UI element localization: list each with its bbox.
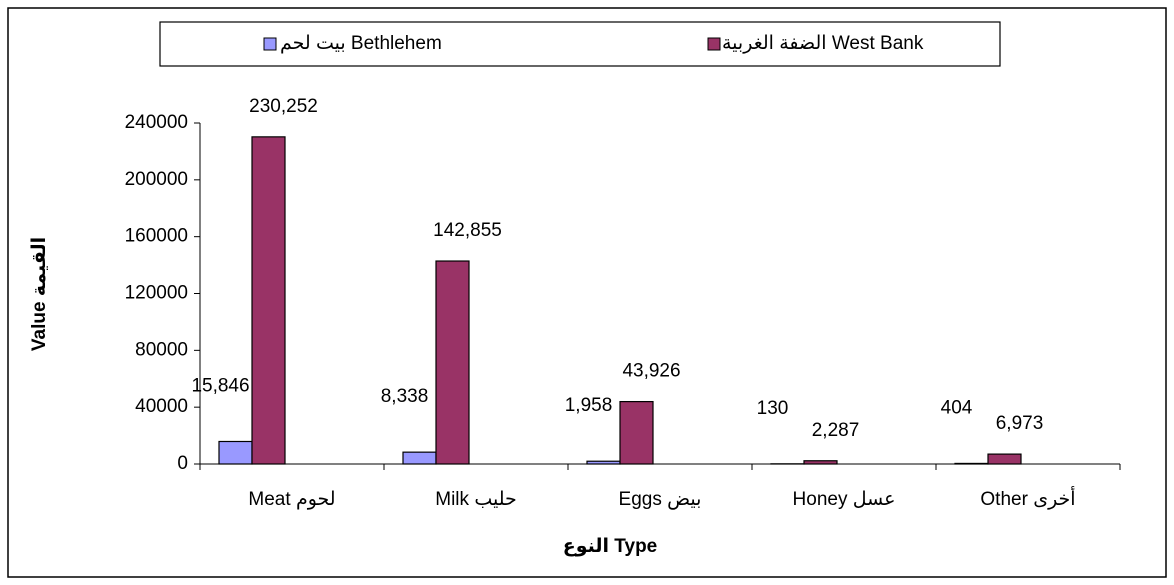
bar [402,451,437,465]
bar [619,400,654,465]
bar [218,440,253,465]
value-label: 404 [941,397,973,418]
bar [803,460,838,465]
y-tick-label: 120000 [125,283,188,304]
value-label: 43,926 [622,361,680,382]
y-tick-label: 40000 [135,396,188,417]
x-tick-label: Meat لحوم [248,489,335,510]
legend-swatch [263,37,277,51]
bar [987,453,1022,465]
x-tick-label: Other أخرى [980,486,1075,510]
y-tick-label: 160000 [125,226,188,247]
legend [159,21,1001,67]
chart-frame [7,7,1167,578]
value-label: 130 [757,398,789,419]
y-axis-label: Value القيمة [29,237,50,351]
value-label: 6,973 [996,413,1044,434]
bar [954,462,989,465]
bar [435,260,470,465]
legend-label: بيت لحم Bethlehem [280,33,442,54]
y-tick-label: 80000 [135,339,188,360]
y-tick-label: 0 [177,453,188,474]
y-tick-label: 240000 [125,112,188,133]
value-label: 8,338 [381,386,429,407]
value-label: 142,855 [433,220,502,241]
y-tick-label: 200000 [125,169,188,190]
x-tick-label: Eggs بيض [619,489,702,510]
legend-label: الضفة الغربية West Bank [722,33,924,54]
value-label: 230,252 [249,96,318,117]
bar [586,460,621,465]
x-axis-label: النوع Type [563,536,658,557]
x-tick-label: Milk حليب [435,489,517,510]
value-label: 15,846 [191,376,249,397]
legend-swatch [707,37,721,51]
bar [251,136,286,465]
value-label: 1,958 [565,395,613,416]
x-tick-label: Honey عسل [793,489,896,510]
value-label: 2,287 [812,420,860,441]
